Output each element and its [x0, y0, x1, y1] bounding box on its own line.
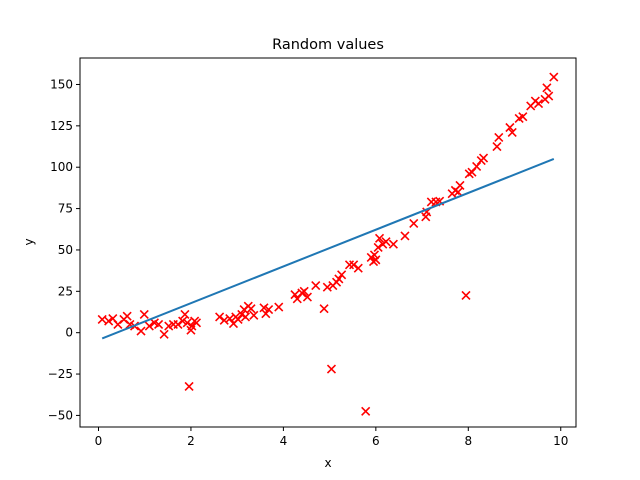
y-tick-label: 50: [58, 243, 73, 257]
scatter-point: [215, 312, 225, 322]
y-tick-label: −50: [48, 408, 73, 422]
y-tick-label: 25: [58, 284, 73, 298]
axes: 0 2 4 6 8 10 −50 −25 0 25 50 75 100 125 150: [48, 57, 577, 448]
y-tick-label: 75: [58, 202, 73, 216]
scatter-point: [505, 122, 515, 133]
x-tick-label: 8: [464, 434, 472, 448]
scatter-point: [274, 302, 284, 312]
scatter-point: [374, 233, 385, 243]
scatter-point: [233, 314, 243, 325]
scatter-point: [97, 314, 107, 325]
scatter-point: [249, 310, 259, 320]
scatter-point: [453, 187, 463, 197]
x-tick-label: 10: [553, 434, 568, 448]
scatter-point: [467, 167, 477, 177]
scatter-point: [104, 316, 114, 326]
scatter-point: [219, 315, 229, 325]
plot-marks: [97, 72, 559, 416]
scatter-point: [299, 286, 309, 296]
scatter-point: [492, 141, 502, 152]
scatter-point: [507, 127, 517, 138]
scatter-point: [478, 153, 489, 163]
scatter-point: [187, 321, 197, 331]
scatter-point: [264, 304, 274, 315]
scatter-point: [472, 161, 482, 171]
plot-frame: [79, 57, 577, 428]
x-tick-label: 6: [372, 434, 380, 448]
y-tick-label: −25: [48, 367, 73, 381]
scatter-point: [400, 231, 410, 241]
scatter-point: [344, 260, 355, 270]
scatter-point: [353, 263, 363, 273]
scatter-point: [182, 318, 192, 328]
scatter-point: [180, 309, 190, 320]
scatter-point: [184, 381, 194, 392]
scatter-point: [337, 270, 347, 280]
x-axis-label: x: [324, 456, 331, 470]
scatter-point: [461, 290, 471, 301]
scatter-point: [319, 304, 329, 314]
fit-line: [101, 158, 555, 340]
y-axis-label: y: [22, 238, 36, 245]
scatter-point: [322, 282, 332, 292]
scatter-point: [292, 294, 302, 304]
scatter-point: [122, 311, 132, 321]
scatter-point: [302, 292, 312, 302]
scatter-point: [388, 239, 398, 249]
scatter-point: [326, 364, 337, 374]
x-tick-label: 2: [187, 434, 195, 448]
x-tick-label: 4: [280, 434, 288, 448]
scatter-point: [173, 319, 183, 329]
scatter-point: [371, 255, 381, 265]
scatter-point: [381, 237, 391, 247]
x-tick-label: 0: [95, 434, 103, 448]
scatter-point: [136, 326, 146, 336]
scatter-point: [240, 312, 251, 322]
scatter-point: [139, 309, 149, 320]
y-tick-label: 150: [50, 77, 73, 91]
scatter-point: [533, 98, 544, 109]
scatter-point: [191, 318, 202, 328]
scatter-point: [246, 304, 256, 314]
scatter-point: [544, 91, 554, 101]
scatter-point: [154, 319, 164, 329]
scatter-point: [261, 309, 271, 319]
y-tick-label: 125: [50, 119, 73, 133]
y-tick-label: 0: [65, 326, 73, 340]
scatter-point: [373, 242, 383, 253]
scatter-point: [311, 280, 321, 291]
scatter-point: [455, 180, 465, 190]
scatter-point: [494, 132, 504, 142]
scatter-point: [409, 218, 419, 229]
scatter-point: [549, 72, 559, 82]
scatter-point: [159, 329, 169, 339]
scatter-point: [361, 406, 371, 416]
scatter-point: [542, 83, 552, 93]
scatter-point: [349, 260, 359, 270]
chart-title: Random values: [272, 37, 384, 53]
y-tick-label: 100: [50, 160, 73, 174]
scatter-point: [518, 112, 528, 122]
scatter-point: [144, 321, 154, 331]
scatter-point: [334, 274, 344, 284]
